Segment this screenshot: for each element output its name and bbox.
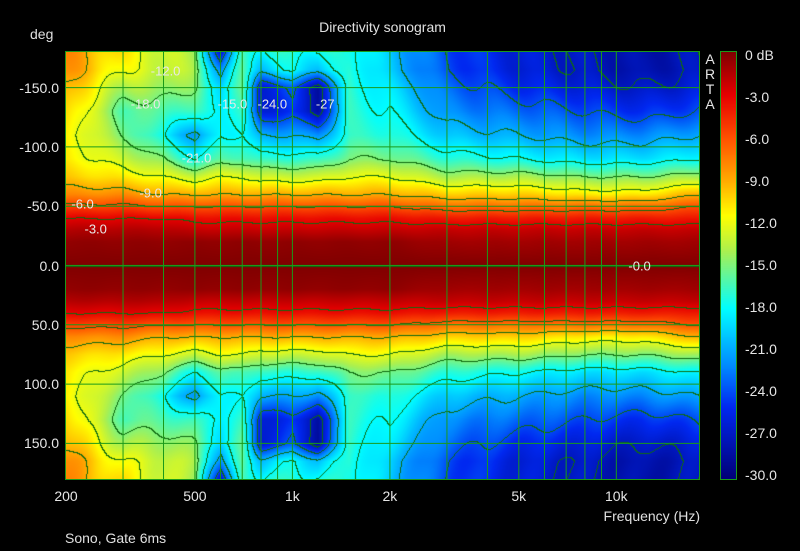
contour-label: -3.0 [84, 221, 107, 237]
y-tick-label: -150.0 [19, 79, 59, 96]
x-tick-label: 1k [284, 488, 300, 504]
color-scale-bar [720, 51, 737, 480]
color-scale-label: -30.0 [745, 467, 777, 483]
grid-lines [66, 52, 699, 479]
sonogram-plot-area [65, 51, 700, 480]
color-scale-label: -21.0 [745, 341, 777, 357]
arta-letter: A [705, 96, 715, 112]
chart-title: Directivity sonogram [319, 19, 446, 35]
y-tick-label: -100.0 [19, 138, 59, 155]
color-scale-label: -27.0 [745, 425, 777, 441]
color-scale-label: -3.0 [745, 89, 770, 105]
color-scale-label: 0 dB [745, 47, 774, 63]
arta-letter: R [704, 66, 716, 82]
x-tick-label: 5k [511, 488, 527, 504]
y-tick-label: 50.0 [31, 316, 59, 333]
contour-label: -15.0 [217, 96, 248, 112]
color-scale-label: -12.0 [745, 215, 777, 231]
contour-label: -6.0 [71, 196, 94, 212]
contour-label: -9.0 [139, 185, 162, 201]
color-scale-label: -24.0 [745, 383, 777, 399]
contour-label: -24.0 [257, 96, 288, 112]
y-tick-label: 150.0 [23, 435, 59, 452]
color-scale-label: -9.0 [745, 173, 770, 189]
x-tick-label: 200 [54, 488, 78, 504]
contour-label: -27 [315, 96, 335, 112]
x-tick-label: 10k [605, 488, 628, 504]
arta-logo: A R T A [704, 52, 716, 112]
arta-letter: T [705, 81, 715, 97]
y-tick-label: 100.0 [23, 376, 59, 393]
y-tick-label: 0.0 [39, 257, 59, 274]
y-axis-label: deg [30, 26, 54, 42]
x-axis-label: Frequency (Hz) [603, 508, 700, 524]
color-scale-label: -6.0 [745, 131, 770, 147]
measurement-info: Sono, Gate 6ms [65, 530, 167, 546]
contour-label: -12.0 [150, 63, 181, 79]
x-tick-label: 2k [382, 488, 398, 504]
x-tick-label: 500 [183, 488, 207, 504]
y-tick-label: -50.0 [27, 198, 59, 215]
color-scale-label: -18.0 [745, 299, 777, 315]
contour-label: -21.0 [181, 150, 212, 166]
contour-label: -18.0 [130, 96, 161, 112]
color-scale-label: -15.0 [745, 257, 777, 273]
contour-label: -0.0 [628, 258, 651, 273]
arta-letter: A [705, 51, 715, 67]
